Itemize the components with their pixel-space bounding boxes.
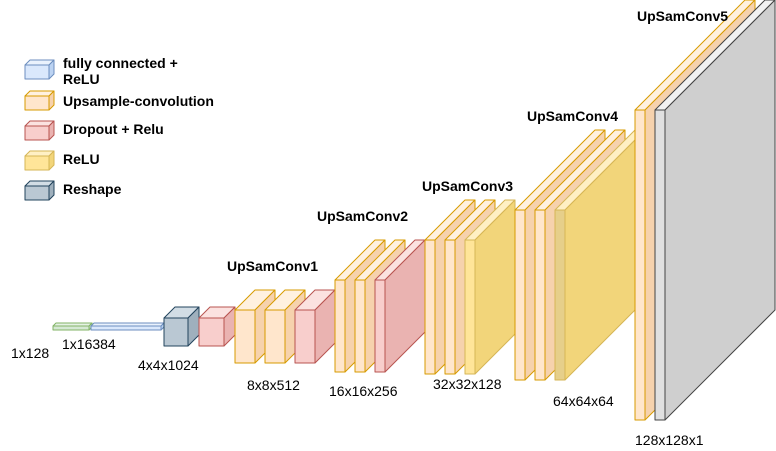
legend-label: fully connected +: [63, 55, 178, 71]
conv4-relu: [554, 129, 646, 381]
legend-label: Reshape: [63, 181, 122, 197]
dim-reshape: 4x4x1024: [138, 357, 199, 373]
dim-input: 1x128: [11, 345, 49, 361]
legend-swatch: [24, 150, 55, 171]
dim-fc: 1x16384: [62, 336, 116, 352]
legend-item: ReLU: [24, 150, 100, 171]
legend-label: Upsample-convolution: [63, 93, 214, 109]
legend: fully connected +ReLUUpsample-convolutio…: [24, 55, 214, 201]
legend-label: ReLU: [63, 71, 100, 87]
legend-swatch: [24, 90, 55, 111]
stage-label-conv2: UpSamConv2: [317, 208, 408, 224]
legend-swatch: [24, 180, 55, 201]
dim-conv3: 32x32x128: [433, 376, 502, 392]
dim-conv5: 128x128x1: [635, 432, 704, 448]
layer-input: [52, 322, 93, 331]
legend-item: fully connected +ReLU: [24, 55, 178, 87]
stage-label-conv4: UpSamConv4: [527, 108, 618, 124]
layer-reshape: [163, 306, 200, 347]
conv5-output: [654, 0, 776, 421]
stage-label-conv1: UpSamConv1: [227, 258, 318, 274]
layer-fc: [90, 322, 165, 331]
legend-label: Dropout + Relu: [63, 121, 164, 137]
stage-label-conv5: UpSamConv5: [637, 8, 728, 24]
labels: 1x128 1x16384 4x4x1024 8x8x512 16x16x256…: [11, 8, 728, 448]
legend-swatch: [24, 120, 55, 141]
conv2-dropout: [374, 239, 426, 373]
dim-conv4: 64x64x64: [553, 393, 614, 409]
layer-dropout-0: [198, 306, 236, 347]
legend-item: Dropout + Relu: [24, 120, 164, 141]
legend-swatch: [24, 59, 55, 80]
legend-item: Upsample-convolution: [24, 90, 214, 111]
dim-conv1: 8x8x512: [247, 377, 300, 393]
conv3-relu: [464, 199, 516, 375]
layer-blocks: [52, 0, 776, 421]
stage-label-conv3: UpSamConv3: [422, 178, 513, 194]
dim-conv2: 16x16x256: [329, 383, 398, 399]
legend-label: ReLU: [63, 151, 100, 167]
legend-item: Reshape: [24, 180, 122, 201]
